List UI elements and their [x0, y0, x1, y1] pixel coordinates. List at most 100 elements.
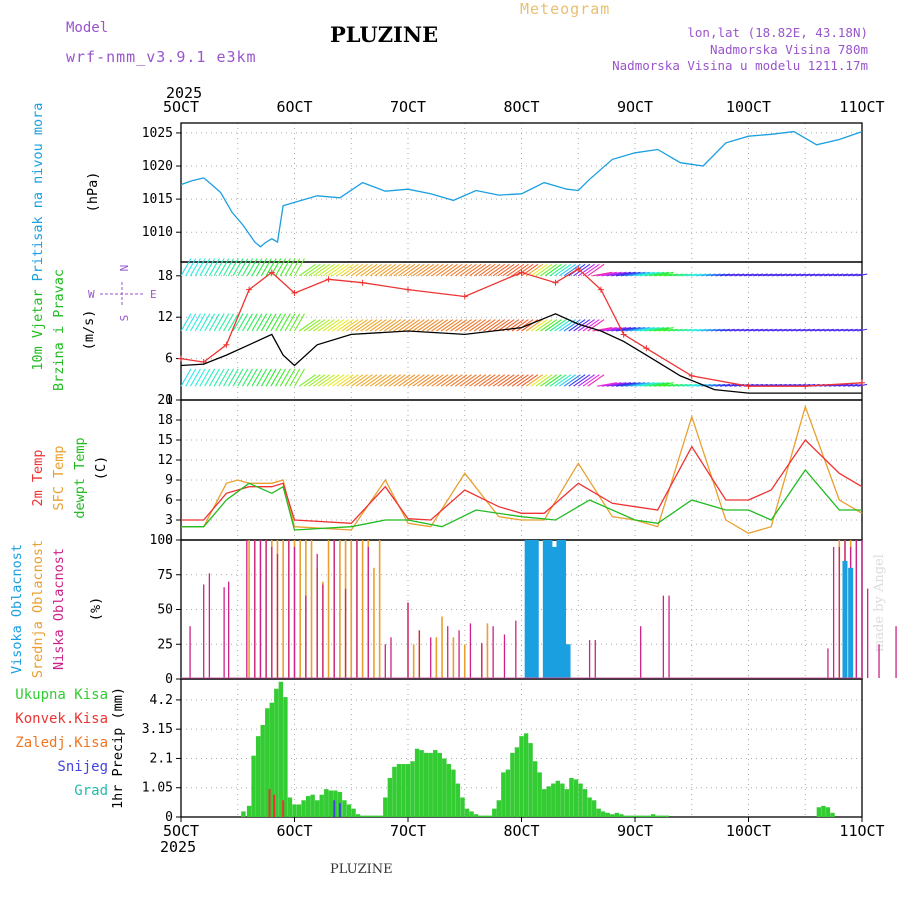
- sfc-title: SFC Temp: [51, 445, 67, 510]
- cloud-bar-low: [503, 634, 506, 678]
- wind-barb: [847, 383, 858, 387]
- precip-bar: [405, 764, 411, 817]
- wind-barb: [734, 328, 745, 332]
- y-tick-label: 1.05: [142, 781, 173, 796]
- wind-barb: [833, 273, 844, 277]
- wind-barb: [322, 263, 340, 277]
- wind-barb: [407, 319, 425, 332]
- wind-barb: [341, 374, 359, 387]
- precip-bar: [637, 815, 642, 817]
- precip-bar: [446, 764, 452, 817]
- precip-bar: [510, 752, 515, 817]
- wind-barb: [748, 273, 759, 277]
- precip-bar: [396, 764, 402, 817]
- wind-barb: [227, 313, 239, 332]
- wind-barb: [374, 374, 392, 387]
- wind-barb: [573, 374, 591, 387]
- cloud-bar-low: [367, 546, 369, 678]
- cloud-bar-low: [594, 640, 596, 678]
- wind-barb: [431, 374, 449, 387]
- wind-barb: [544, 374, 562, 387]
- wind-barb: [672, 328, 683, 332]
- wind-barb: [317, 374, 335, 387]
- wind-barb: [360, 374, 378, 387]
- wind-barb: [279, 258, 291, 277]
- wind-barb: [327, 263, 345, 277]
- precip-unit: 1hr Precip (mm): [110, 687, 126, 809]
- wind-barb: [421, 263, 439, 277]
- cloud-bar-high: [848, 567, 854, 678]
- wind-barb: [218, 368, 230, 387]
- precip-bar: [274, 688, 279, 817]
- wind-barb: [563, 319, 581, 332]
- x-tick-label-bottom: 5OCT: [163, 822, 199, 840]
- precip-legend-entry: Ukupna Kisa: [15, 687, 108, 703]
- precip-bar: [587, 797, 592, 817]
- wind-barb: [227, 368, 239, 387]
- x-tick-label-bottom: 10OCT: [726, 822, 771, 840]
- wind-barb: [800, 328, 811, 332]
- wind-barb: [445, 374, 463, 387]
- wind-barb: [208, 313, 220, 332]
- wind-barb: [506, 374, 525, 387]
- cloud-bar-low: [356, 540, 358, 678]
- wind-barb: [701, 383, 712, 387]
- wind-barb: [341, 319, 359, 332]
- wind-barb: [445, 263, 463, 277]
- wind-barb: [592, 326, 613, 332]
- wind-barb: [223, 258, 235, 277]
- wind-barb: [672, 273, 683, 277]
- wind-speed-line: [180, 313, 862, 394]
- precip-bar: [251, 755, 256, 817]
- wind-barb: [260, 258, 272, 277]
- wind-barb: [790, 328, 802, 332]
- wind-barb: [199, 313, 211, 332]
- precip-bar: [296, 804, 302, 817]
- precip-bar: [569, 777, 574, 817]
- wind-barb: [369, 263, 387, 277]
- wind-barb: [644, 382, 665, 387]
- cloud-bar-low: [322, 584, 324, 678]
- wind-barb: [696, 383, 707, 387]
- precip-bar: [423, 752, 429, 817]
- cloud-bar-high: [542, 540, 548, 678]
- wind-barb: [696, 328, 707, 332]
- wind-barb: [828, 273, 839, 277]
- cloud-bar-mid: [435, 637, 438, 678]
- precip-bar: [816, 807, 822, 817]
- wind-barb: [208, 258, 220, 277]
- cloud-bar-low: [418, 630, 420, 678]
- cloud-bar-mid: [452, 637, 455, 678]
- cloud-bar-mid: [282, 540, 284, 678]
- wind-barb: [686, 383, 697, 387]
- y-tick-label: 3: [165, 513, 173, 528]
- precip-bar: [246, 805, 252, 817]
- wind-barb: [492, 263, 510, 277]
- wind-barb: [644, 271, 665, 277]
- wind-barb: [630, 382, 651, 387]
- wind-gust-marker: [688, 372, 695, 379]
- wind-barb: [204, 313, 216, 332]
- precip-legend-entry: Snijeg: [57, 759, 108, 775]
- wind-barb: [544, 319, 562, 332]
- wind-barb: [563, 374, 581, 387]
- cloud-bar-high: [842, 560, 848, 678]
- cloud-bar-low: [316, 553, 318, 678]
- wind-barb: [540, 319, 558, 332]
- wind-barb: [431, 263, 449, 277]
- wind-barb: [686, 328, 697, 332]
- wind-barb: [649, 326, 669, 332]
- wind-barb: [663, 273, 674, 277]
- precip-bar: [560, 783, 565, 817]
- precip-bar: [469, 811, 474, 817]
- cloud-bar-low: [588, 640, 591, 678]
- meteogram-label: Meteogram: [520, 0, 611, 18]
- wind-barb: [762, 328, 773, 332]
- cloud-bar-low: [344, 588, 347, 678]
- x-tick-label-top: 11OCT: [839, 98, 884, 116]
- wind-barb: [611, 271, 632, 277]
- y-tick-label: 15: [157, 433, 173, 448]
- cloud-bar-low: [832, 546, 835, 678]
- wind-gust-marker: [620, 331, 627, 338]
